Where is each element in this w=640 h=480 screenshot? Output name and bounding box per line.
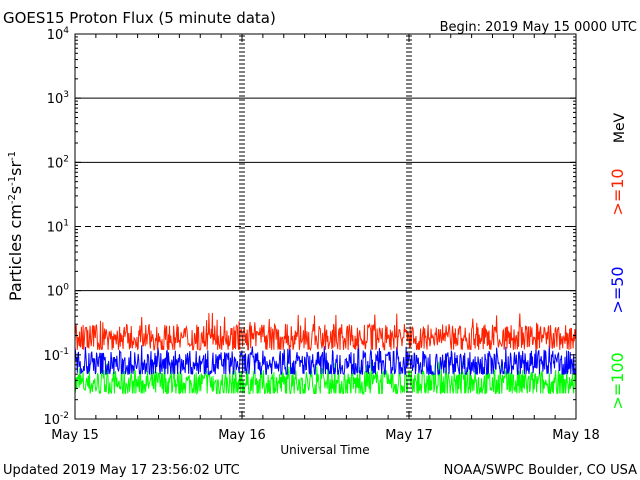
y-label-exp2: -1 [7, 176, 18, 186]
y-tick-label: 10-1 [43, 347, 69, 364]
legend-entry: >=100 [608, 352, 627, 409]
y-axis-ticks: 10-2 10-1 100 101 102 103 104 [43, 26, 576, 428]
chart-title: GOES15 Proton Flux (5 minute data) [3, 9, 276, 27]
threshold-lines [75, 97, 576, 292]
updated-label: Updated 2019 May 17 23:56:02 UTC [3, 463, 240, 478]
y-tick-label: 100 [47, 283, 70, 300]
begin-label: Begin: 2019 May 15 0000 UTC [440, 20, 637, 35]
y-axis-label: Particles cm-2s-1sr-1 [6, 151, 25, 301]
x-tick-label: May 16 [218, 428, 266, 443]
legend: >=10 >=50 >=100 [608, 168, 627, 409]
series-layer [74, 312, 577, 396]
y-tick-label: 101 [47, 219, 69, 236]
y-tick-label: 102 [47, 154, 69, 171]
y-label-base: Particles cm [6, 204, 25, 301]
unit-label: MeV [612, 112, 628, 143]
y-tick-label: 10-2 [43, 411, 69, 428]
series-line [74, 343, 577, 376]
y-tick-label: 104 [47, 26, 70, 43]
x-axis-label: Universal Time [280, 443, 369, 457]
x-tick-label: May 18 [552, 428, 600, 443]
y-label-mid1: s [6, 186, 25, 194]
y-label-exp3: -1 [7, 151, 18, 161]
legend-entry: >=50 [608, 266, 627, 313]
legend-entry: >=10 [608, 168, 627, 215]
y-label-mid2: sr [6, 161, 25, 176]
x-tick-label: May 15 [51, 428, 99, 443]
source-label: NOAA/SWPC Boulder, CO USA [444, 463, 637, 478]
series-line [74, 361, 577, 396]
x-axis-ticks: May 15 May 16 May 17 May 18 [51, 34, 600, 443]
y-label-exp1: -2 [7, 194, 18, 204]
series-line [74, 312, 577, 352]
y-tick-label: 103 [47, 90, 69, 107]
x-tick-label: May 17 [385, 428, 433, 443]
day-separators [239, 35, 412, 417]
